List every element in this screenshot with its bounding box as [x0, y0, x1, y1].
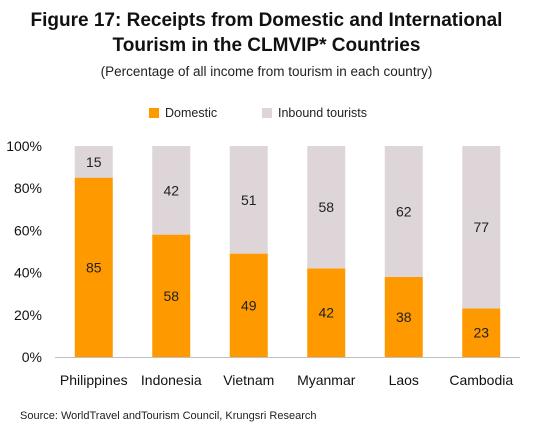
chart-title-line-1: Figure 17: Receipts from Domestic and In… — [30, 10, 503, 31]
data-label-domestic: 49 — [241, 297, 257, 313]
bar-inbound — [74, 146, 113, 178]
bar-inbound — [307, 146, 346, 269]
x-tick-label: Myanmar — [297, 372, 356, 388]
bar-domestic — [74, 177, 113, 357]
bar-domestic — [229, 253, 268, 357]
bar-inbound — [229, 146, 268, 254]
y-tick-label: 0% — [22, 349, 42, 365]
chart-title-line-2: Tourism in the CLMVIP* Countries — [112, 35, 421, 56]
y-tick-label: 60% — [14, 222, 42, 238]
y-tick-label: 40% — [14, 265, 42, 281]
x-tick-label: Philippines — [60, 372, 128, 388]
data-label-inbound: 62 — [396, 203, 412, 219]
y-tick-label: 20% — [14, 307, 42, 323]
legend-label-inbound: Inbound tourists — [278, 106, 367, 120]
y-tick-label: 80% — [14, 180, 42, 196]
legend-swatch-inbound — [262, 108, 272, 118]
data-label-domestic: 42 — [318, 305, 334, 321]
data-label-inbound: 58 — [318, 199, 334, 215]
bar-inbound — [152, 146, 191, 235]
legend-item-domestic: Domestic — [149, 106, 217, 120]
bar-domestic — [384, 276, 423, 357]
y-tick-label: 100% — [6, 138, 42, 154]
bar-domestic — [307, 268, 346, 357]
bar-inbound — [384, 146, 423, 277]
x-tick-label: Laos — [389, 372, 419, 388]
legend-swatch-domestic — [149, 108, 159, 118]
data-label-inbound: 51 — [241, 192, 257, 208]
bar-domestic — [152, 234, 191, 357]
legend-item-inbound: Inbound tourists — [262, 106, 367, 120]
data-label-inbound: 42 — [163, 182, 179, 198]
legend-label-domestic: Domestic — [165, 106, 218, 120]
data-label-domestic: 38 — [396, 309, 412, 325]
data-label-inbound: 77 — [473, 219, 489, 235]
data-label-domestic: 85 — [86, 259, 102, 275]
bar-domestic — [462, 308, 501, 357]
data-label-inbound: 15 — [86, 154, 102, 170]
x-tick-label: Indonesia — [141, 372, 202, 388]
bar-inbound — [462, 146, 501, 309]
data-label-domestic: 23 — [473, 325, 489, 341]
data-label-domestic: 58 — [163, 288, 179, 304]
x-tick-label: Vietnam — [223, 372, 274, 388]
source-note: Source: WorldTravel andTourism Council, … — [20, 410, 317, 422]
chart-title: Figure 17: Receipts from Domestic and In… — [0, 8, 533, 58]
x-tick-label: Cambodia — [449, 372, 513, 388]
chart-subtitle: (Percentage of all income from tourism i… — [100, 64, 433, 79]
